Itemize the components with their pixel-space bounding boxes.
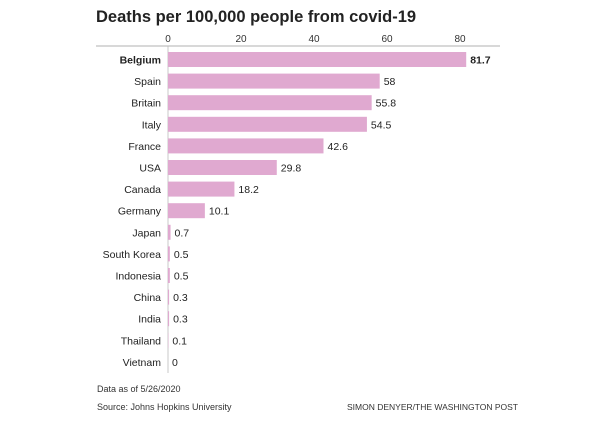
value-label-japan: 0.7	[175, 227, 190, 239]
value-label-spain: 58	[384, 76, 396, 88]
category-label-japan: Japan	[132, 227, 161, 239]
bars	[168, 52, 467, 348]
x-tick-label-0: 0	[165, 34, 171, 45]
chart-title: Deaths per 100,000 people from covid-19	[96, 8, 417, 26]
category-label-spain: Spain	[134, 76, 161, 88]
value-label-china: 0.3	[173, 292, 188, 304]
value-label-germany: 10.1	[209, 206, 230, 218]
value-label-belgium: 81.7	[470, 55, 491, 67]
category-label-vietnam: Vietnam	[123, 357, 162, 369]
bar-china	[168, 289, 170, 305]
value-label-india: 0.3	[173, 314, 188, 326]
category-labels: Belgium Spain Britain Italy France USA Canada G…	[103, 55, 162, 369]
x-tick-label-60: 60	[381, 34, 393, 45]
bar-india	[168, 311, 170, 327]
bar-spain	[168, 73, 380, 89]
category-label-china: China	[134, 292, 162, 304]
bar-japan	[168, 224, 171, 240]
bar-usa	[168, 160, 277, 175]
value-label-italy: 54.5	[371, 119, 392, 131]
credit-line: SIMON DENYER/THE WASHINGTON POST	[347, 402, 518, 412]
x-tick-label-20: 20	[235, 34, 247, 45]
value-label-canada: 18.2	[238, 184, 259, 196]
bar-indonesia	[168, 268, 170, 283]
value-label-thailand: 0.1	[172, 335, 187, 347]
value-label-vietnam: 0	[172, 357, 178, 369]
value-labels: 81.7 58 55.8 54.5 42.6 29.8 18.2 10.1 0.7 0.5 0.5 0…	[172, 55, 491, 369]
category-label-britain: Britain	[131, 98, 161, 110]
value-label-britain: 55.8	[376, 98, 397, 110]
x-tick-label-80: 80	[454, 34, 466, 45]
category-label-france: France	[128, 141, 161, 153]
source-note: Source: Johns Hopkins University	[97, 402, 232, 412]
data-date-note: Data as of 5/26/2020	[97, 384, 181, 394]
value-label-south-korea: 0.5	[174, 249, 189, 261]
bar-germany	[168, 203, 205, 219]
bar-italy	[168, 116, 367, 132]
category-label-indonesia: Indonesia	[115, 271, 161, 283]
category-label-south-korea: South Korea	[103, 249, 162, 261]
x-tick-label-40: 40	[308, 34, 320, 45]
category-label-germany: Germany	[118, 206, 162, 218]
value-label-indonesia: 0.5	[174, 271, 189, 283]
value-label-france: 42.6	[327, 141, 348, 153]
category-label-italy: Italy	[142, 119, 162, 131]
category-label-usa: USA	[139, 163, 161, 175]
bar-britain	[168, 95, 372, 111]
bar-south-korea	[168, 246, 170, 262]
value-label-usa: 29.8	[281, 163, 302, 175]
category-label-india: India	[138, 314, 161, 326]
bar-belgium	[168, 52, 467, 67]
category-label-belgium: Belgium	[120, 55, 161, 67]
bar-france	[168, 138, 324, 154]
category-label-canada: Canada	[124, 184, 161, 196]
bar-canada	[168, 181, 235, 197]
category-label-thailand: Thailand	[121, 335, 161, 347]
